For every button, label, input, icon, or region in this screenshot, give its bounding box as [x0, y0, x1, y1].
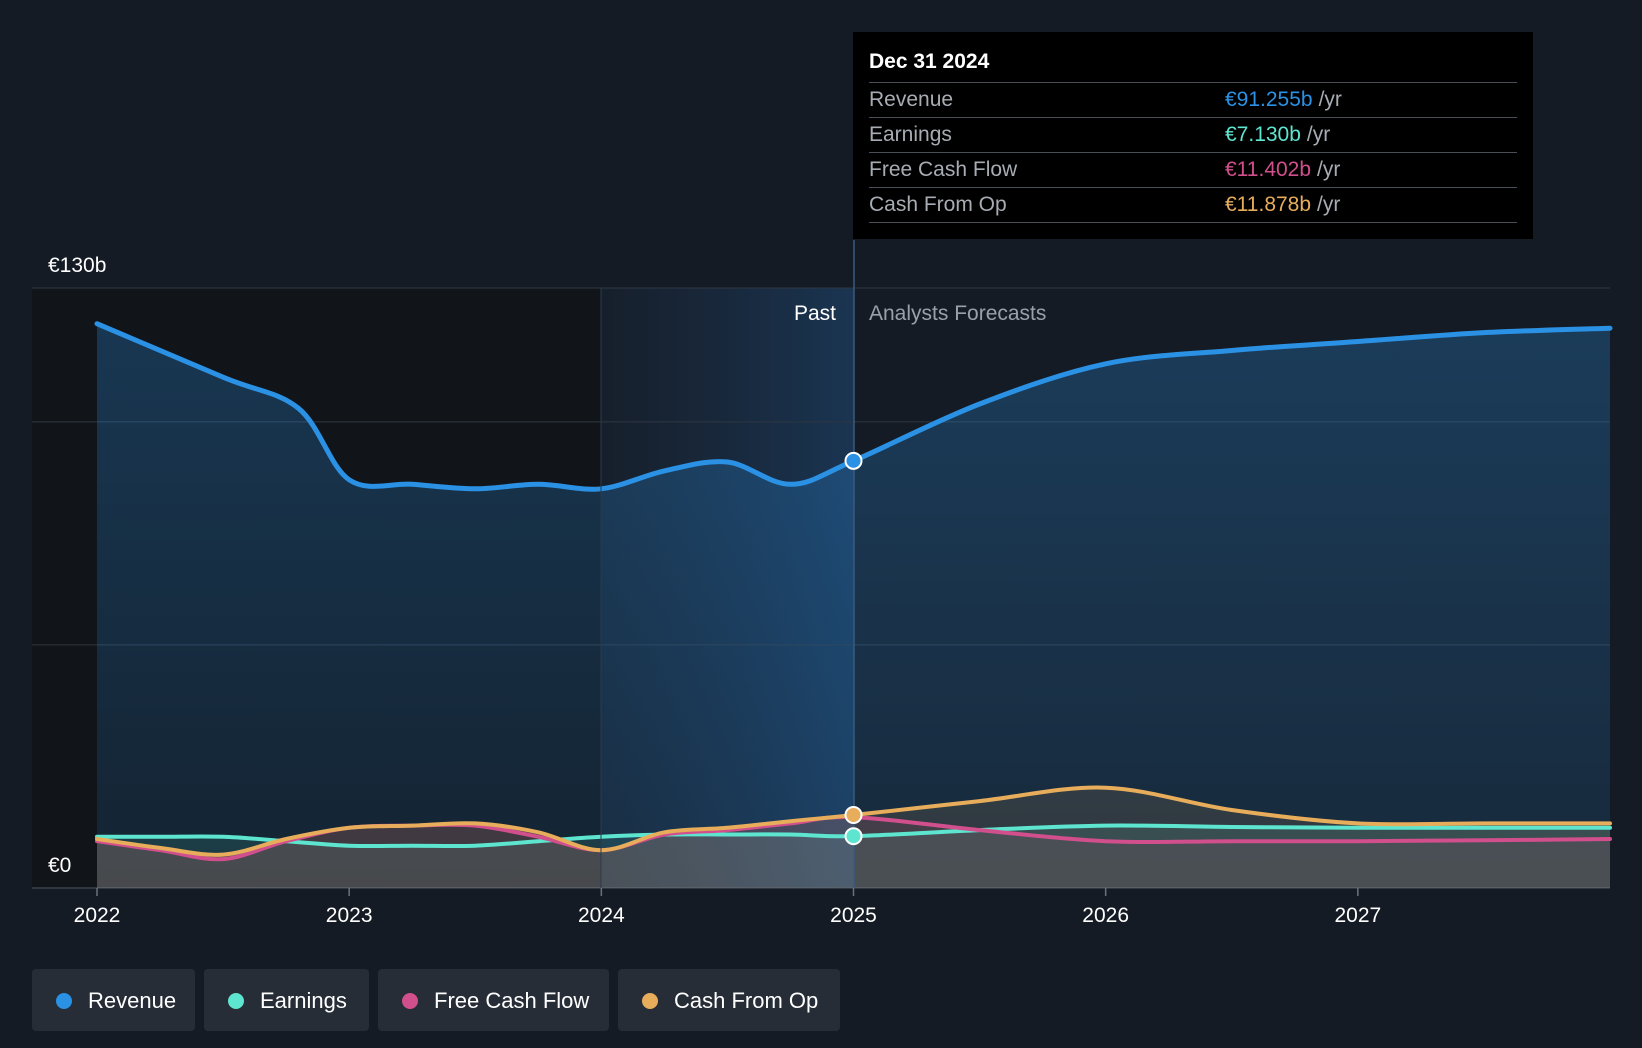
legend-label: Earnings	[260, 988, 347, 1013]
legend-item-revenue[interactable]: Revenue	[32, 969, 195, 1031]
tooltip-value-free-cash-flow: €11.402b/yr	[1225, 158, 1341, 181]
y-axis-top-label: €130b	[48, 254, 106, 277]
tooltip-row-earnings: Earnings €7.130b/yr	[869, 117, 1517, 152]
hover-markers	[844, 451, 863, 846]
tooltip-value-earnings: €7.130b/yr	[1225, 123, 1331, 146]
x-tick-label: 2023	[326, 904, 373, 927]
x-tick-label: 2025	[830, 904, 877, 927]
y-axis-bottom-label: €0	[48, 854, 71, 877]
revenue-marker	[844, 451, 863, 470]
past-label: Past	[794, 302, 836, 325]
legend-label: Free Cash Flow	[434, 988, 590, 1013]
legend-label: Revenue	[88, 988, 177, 1013]
tooltip-date: Dec 31 2024	[869, 50, 990, 73]
x-axis: 2022 2023 2024 2025 2026 2027	[74, 888, 1381, 927]
legend-item-free-cash-flow[interactable]: Free Cash Flow	[378, 969, 609, 1031]
tooltip-row-cash-from-op: Cash From Op €11.878b/yr	[869, 187, 1517, 222]
tooltip-value-cash-from-op: €11.878b/yr	[1225, 193, 1341, 216]
cash-from-op-line	[95, 785, 1612, 857]
series-lines	[94, 321, 1613, 862]
tooltip-label: Earnings	[869, 123, 952, 146]
legend-dot-icon	[402, 993, 418, 1009]
tooltip-label: Cash From Op	[869, 193, 1007, 216]
tooltip-label: Free Cash Flow	[869, 158, 1018, 181]
earnings-line	[95, 823, 1612, 849]
revenue-line	[94, 321, 1613, 492]
legend-item-cash-from-op[interactable]: Cash From Op	[618, 969, 840, 1031]
tooltip-divider	[869, 222, 1517, 223]
x-tick-label: 2024	[578, 904, 625, 927]
x-tick-label: 2022	[74, 904, 121, 927]
tooltip: Dec 31 2024 Revenue €91.255b/yr Earnings…	[853, 32, 1533, 239]
legend-item-earnings[interactable]: Earnings	[204, 969, 369, 1031]
legend-dot-icon	[228, 993, 244, 1009]
x-tick-label: 2026	[1082, 904, 1129, 927]
tooltip-label: Revenue	[869, 88, 954, 111]
cash-from-op-marker	[844, 806, 863, 825]
legend-label: Cash From Op	[674, 988, 819, 1013]
legend-dot-icon	[56, 993, 72, 1009]
x-tick-label: 2027	[1334, 904, 1381, 927]
tooltip-row-free-cash-flow: Free Cash Flow €11.402b/yr	[869, 152, 1517, 187]
forecast-label: Analysts Forecasts	[869, 302, 1046, 325]
tooltip-value-revenue: €91.255b/yr	[1225, 88, 1342, 111]
earnings-marker	[844, 827, 863, 846]
legend-dot-icon	[642, 993, 658, 1009]
tooltip-row-revenue: Revenue €91.255b/yr	[869, 82, 1517, 117]
